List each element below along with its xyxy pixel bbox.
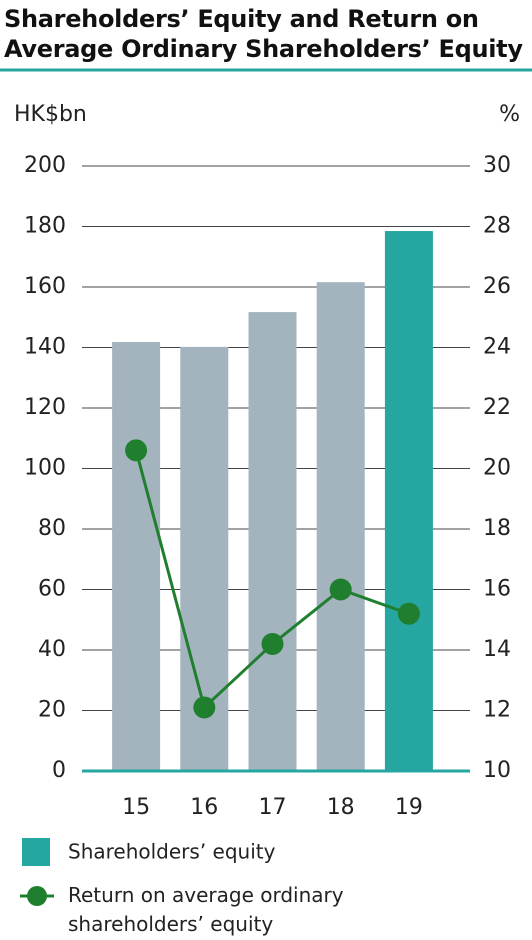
line-marker (125, 439, 148, 462)
y-tick-label: 60 (38, 577, 66, 602)
y2-tick-label: 18 (483, 516, 511, 541)
chart-title: Shareholders’ Equity and Return on Avera… (4, 5, 523, 63)
y2-tick-label: 16 (483, 577, 511, 602)
y2-tick-label: 10 (483, 758, 511, 783)
x-tick-label: 17 (259, 795, 287, 820)
y-tick-label: 80 (38, 516, 66, 541)
y-tick-label: 140 (24, 335, 66, 360)
y2-tick-label: 30 (483, 153, 511, 178)
legend-label: Return on average ordinary shareholders’… (68, 883, 344, 936)
bar (316, 282, 365, 771)
x-tick-label: 15 (122, 795, 150, 820)
y-tick-label: 20 (38, 698, 66, 723)
y-tick-label: 180 (24, 214, 66, 239)
y2-tick-label: 24 (483, 335, 511, 360)
y-tick-label: 100 (24, 456, 66, 481)
line-marker (397, 602, 420, 625)
line-marker (329, 578, 352, 601)
legend-label: Shareholders’ equity (68, 840, 276, 864)
x-tick-label: 16 (190, 795, 218, 820)
y2-tick-label: 12 (483, 698, 511, 723)
y-axis-label: HK$bn (14, 102, 87, 127)
y2-tick-label: 26 (483, 274, 511, 299)
y-tick-label: 200 (24, 153, 66, 178)
x-tick-label: 18 (327, 795, 355, 820)
legend-swatch (22, 838, 50, 866)
y2-tick-label: 14 (483, 637, 511, 662)
bar (112, 342, 161, 771)
y2-axis-label: % (499, 102, 520, 127)
x-tick-label: 19 (395, 795, 423, 820)
line-marker (261, 632, 284, 655)
legend-swatch (27, 886, 47, 906)
bar (248, 312, 297, 771)
y-tick-label: 40 (38, 637, 66, 662)
y-tick-label: 0 (52, 758, 66, 783)
line-marker (193, 696, 216, 719)
y2-tick-label: 22 (483, 395, 511, 420)
y-tick-label: 160 (24, 274, 66, 299)
y-tick-label: 120 (24, 395, 66, 420)
bar (384, 231, 433, 772)
y2-tick-label: 28 (483, 214, 511, 239)
y2-tick-label: 20 (483, 456, 511, 481)
